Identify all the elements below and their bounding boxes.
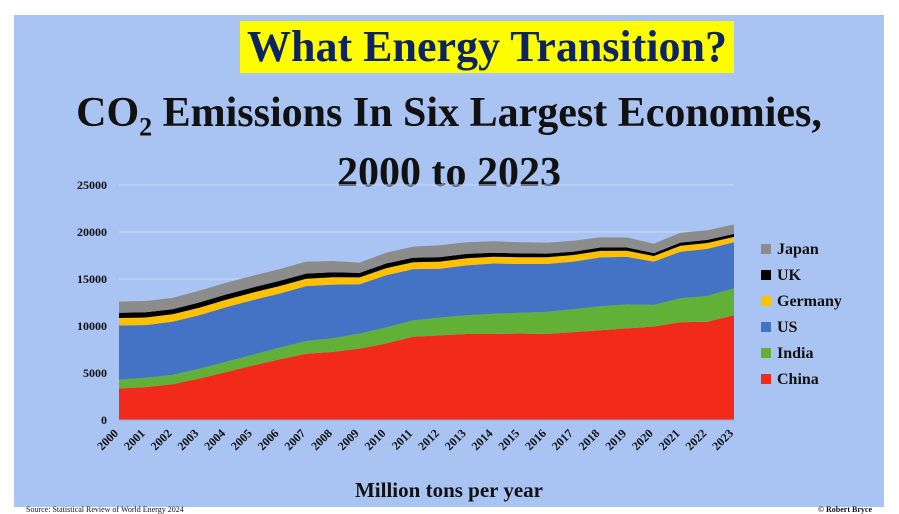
x-tick-label: 2021 bbox=[656, 426, 683, 453]
x-tick-label: 2000 bbox=[94, 426, 121, 453]
x-tick-label: 2017 bbox=[549, 426, 576, 453]
x-tick-label: 2013 bbox=[442, 426, 469, 453]
x-tick-label: 2004 bbox=[201, 426, 228, 453]
y-tick-label: 0 bbox=[101, 413, 107, 427]
legend-swatch-india bbox=[761, 348, 771, 358]
series-area-india bbox=[119, 288, 734, 389]
x-axis-label: Million tons per year bbox=[354, 478, 543, 502]
x-tick-label: 2018 bbox=[576, 426, 603, 453]
x-tick-label: 2010 bbox=[362, 426, 389, 453]
x-tick-label: 2009 bbox=[335, 426, 362, 453]
series-area-germany bbox=[119, 236, 734, 326]
x-tick-label: 2015 bbox=[495, 426, 522, 453]
x-tick-label: 2011 bbox=[389, 426, 415, 452]
chart-subtitle: CO2 Emissions In Six Largest Economies, bbox=[14, 89, 884, 151]
legend-swatch-us bbox=[761, 322, 771, 332]
chart-title: What Energy Transition? bbox=[240, 21, 734, 73]
series-area-china bbox=[119, 315, 734, 420]
y-tick-label: 15000 bbox=[77, 272, 107, 286]
credit-note: © Robert Bryce bbox=[818, 505, 872, 514]
y-tick-label: 20000 bbox=[77, 225, 107, 239]
x-tick-label: 2007 bbox=[281, 426, 308, 453]
x-tick-label: 2023 bbox=[709, 426, 736, 453]
series-area-us bbox=[119, 242, 734, 380]
x-tick-label: 2016 bbox=[522, 426, 549, 453]
x-tick-label: 2001 bbox=[121, 426, 148, 453]
x-tick-label: 2022 bbox=[683, 426, 710, 453]
x-tick-label: 2012 bbox=[415, 426, 442, 453]
subtitle-rest: Emissions In Six Largest Economies, bbox=[152, 90, 822, 136]
x-tick-label: 2020 bbox=[629, 426, 656, 453]
series-area-japan bbox=[119, 224, 734, 313]
legend-label-uk: UK bbox=[777, 267, 802, 284]
x-tick-label: 2003 bbox=[174, 426, 201, 453]
chart-subtitle-line2: 2000 to 2023 bbox=[337, 150, 561, 196]
slide-background: What Energy Transition? CO2 Emissions In… bbox=[14, 15, 884, 514]
x-tick-label: 2002 bbox=[148, 426, 175, 453]
x-tick-label: 2019 bbox=[602, 426, 629, 453]
y-tick-label: 5000 bbox=[83, 366, 107, 380]
series-area-uk bbox=[119, 233, 734, 318]
subtitle-co: CO bbox=[76, 90, 140, 136]
y-tick-label: 10000 bbox=[77, 319, 107, 333]
legend-label-india: India bbox=[777, 345, 813, 362]
x-tick-label: 2006 bbox=[255, 426, 282, 453]
legend-swatch-japan bbox=[761, 244, 771, 254]
x-tick-label: 2005 bbox=[228, 426, 255, 453]
subtitle-subscript: 2 bbox=[139, 112, 153, 142]
legend-swatch-germany bbox=[761, 296, 771, 306]
legend-swatch-uk bbox=[761, 270, 771, 280]
legend-label-germany: Germany bbox=[777, 293, 842, 310]
source-note: Source: Statistical Review of World Ener… bbox=[26, 505, 184, 514]
y-tick-label: 25000 bbox=[77, 178, 107, 192]
legend-label-china: China bbox=[777, 371, 819, 388]
legend-label-japan: Japan bbox=[777, 241, 819, 258]
x-tick-label: 2014 bbox=[469, 426, 496, 453]
legend-swatch-china bbox=[761, 374, 771, 384]
x-tick-label: 2008 bbox=[308, 426, 335, 453]
legend-label-us: US bbox=[777, 319, 798, 336]
